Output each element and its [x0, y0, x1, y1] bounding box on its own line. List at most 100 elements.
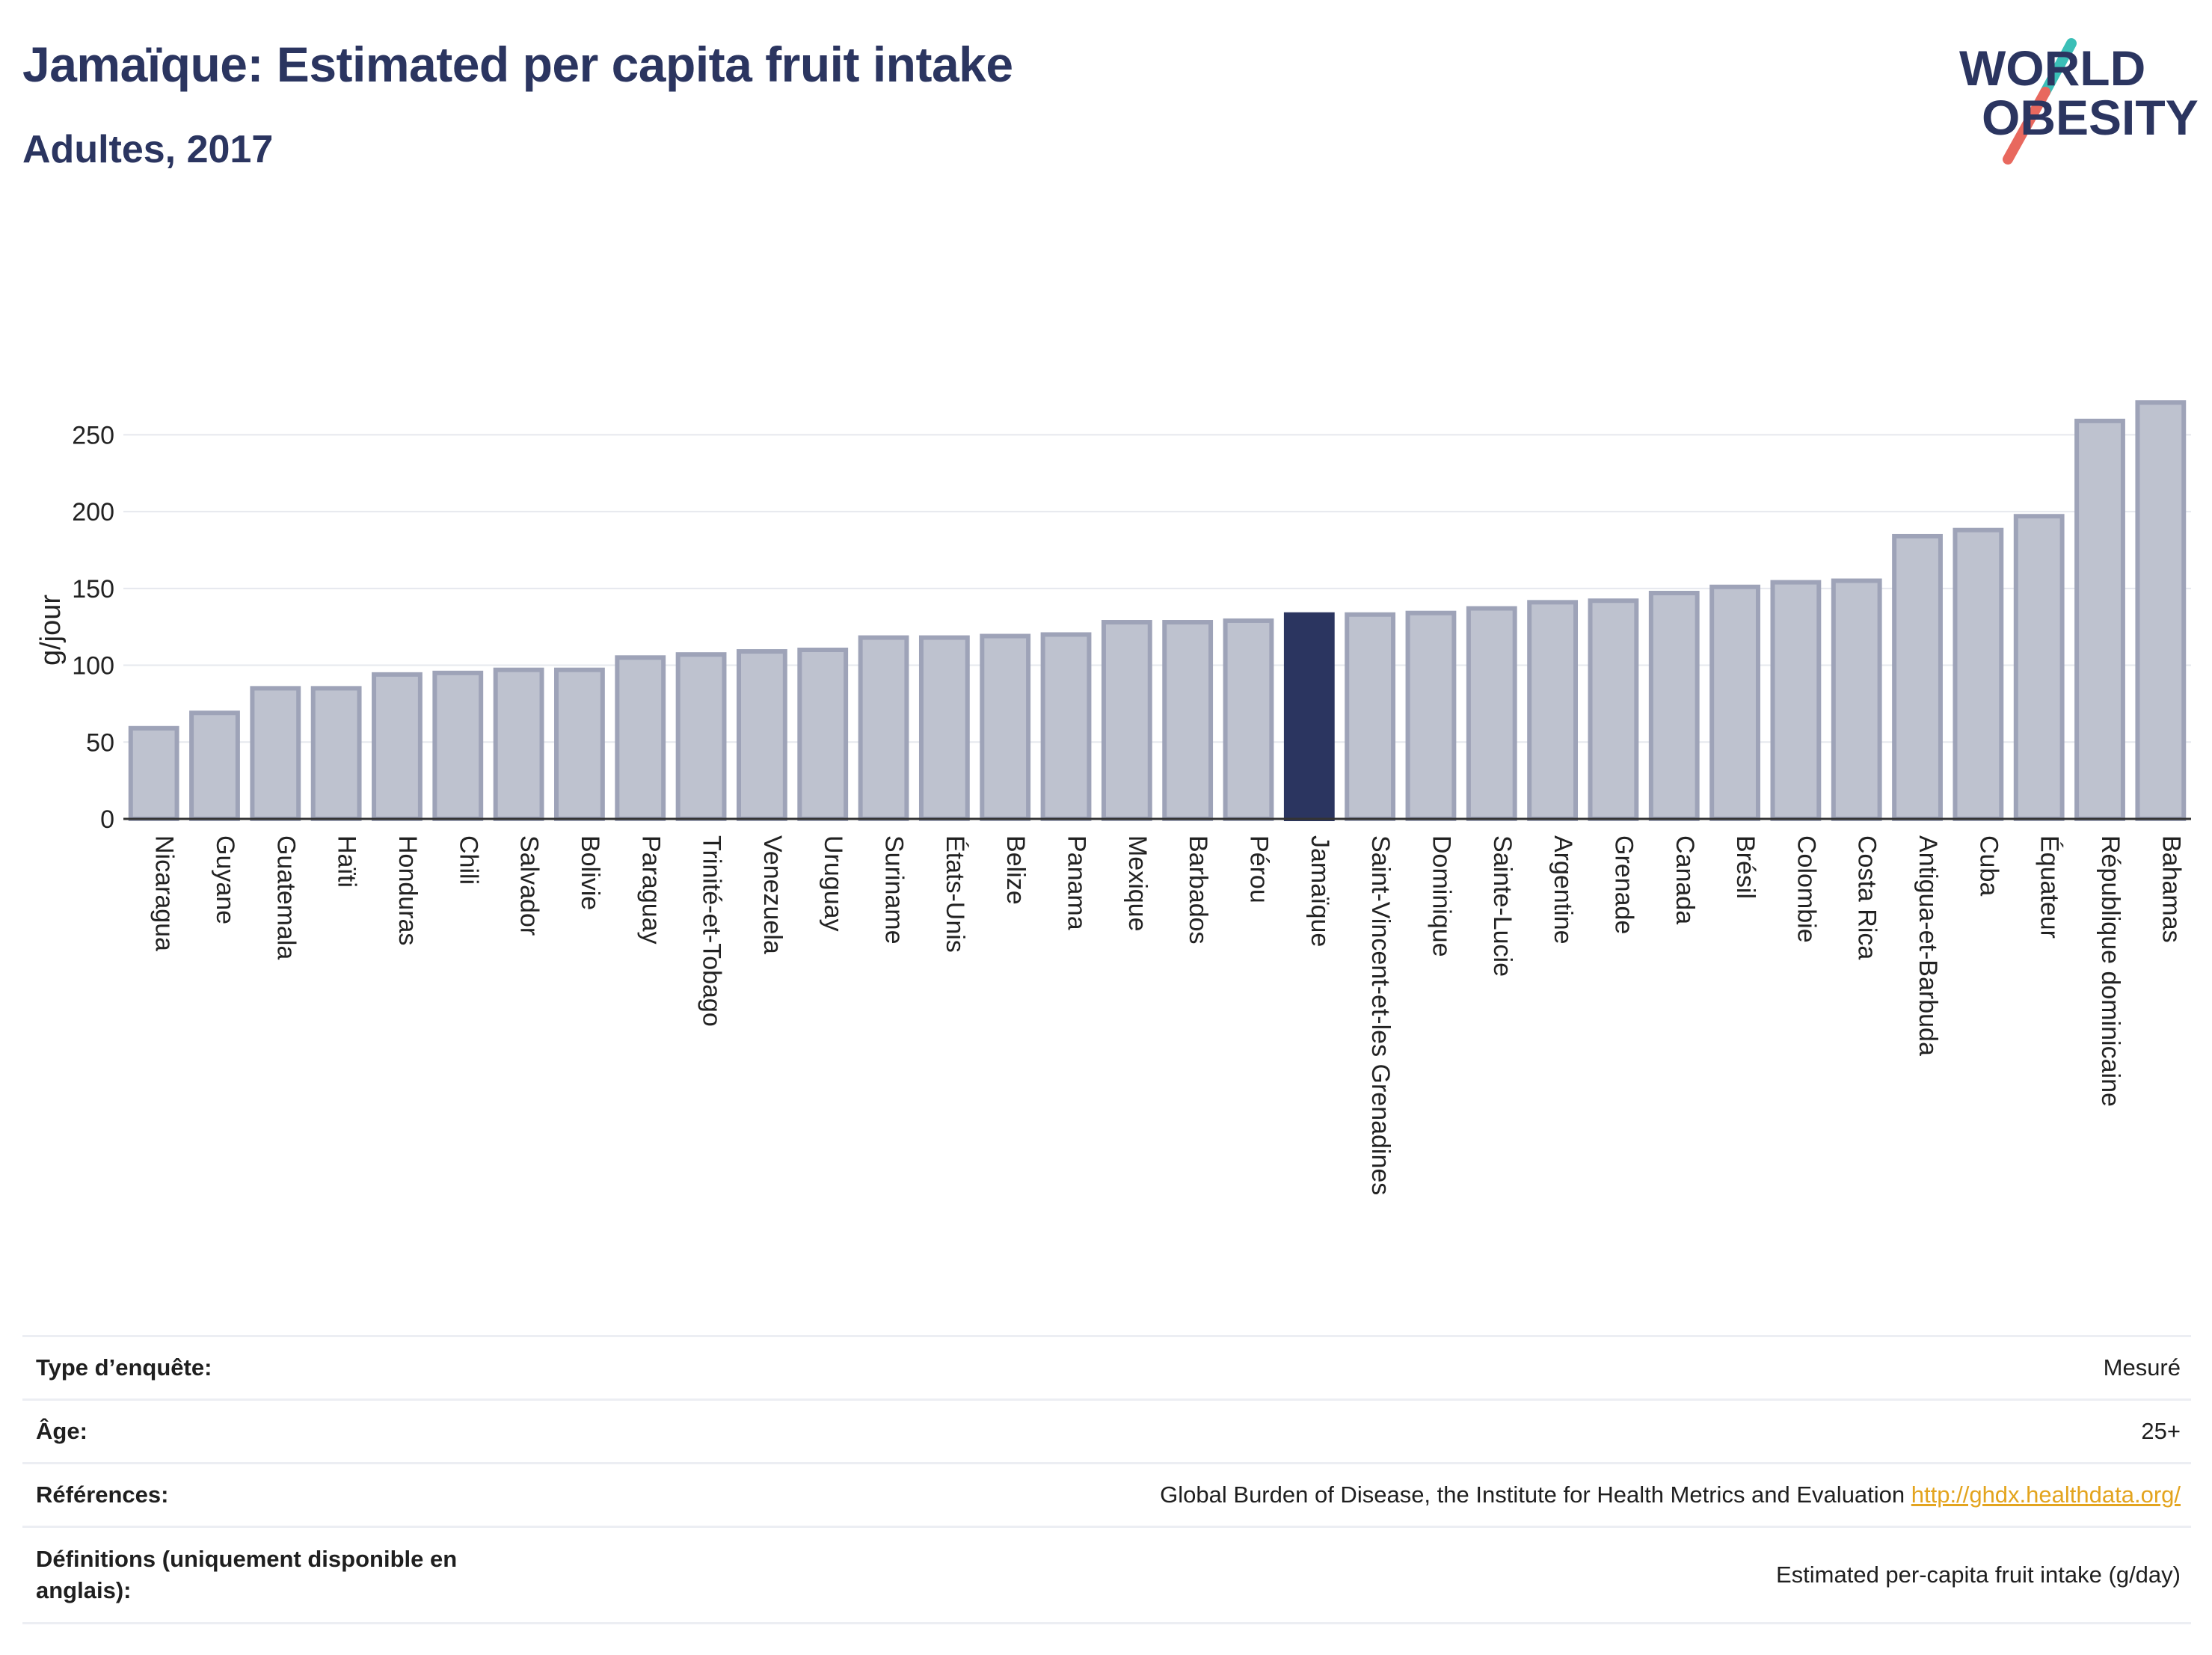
info-value: Mesuré [2104, 1354, 2191, 1381]
bar [432, 670, 484, 821]
x-category-label: Guyane [211, 835, 239, 924]
info-row: Type d’enquête: Mesuré [22, 1335, 2191, 1398]
x-category-label: Uruguay [819, 835, 847, 932]
y-tick-label: 150 [72, 575, 114, 604]
x-category-label: Antigua-et-Barbuda [1914, 835, 1942, 1056]
bar [1101, 620, 1152, 821]
x-category-label: Saint-Vincent-et-les Grenadines [1366, 835, 1395, 1195]
bar [554, 667, 605, 822]
info-value-text: Estimated per-capita fruit intake (g/day… [1775, 1562, 2181, 1588]
x-category-label: Bahamas [2157, 835, 2185, 943]
bar [128, 725, 179, 821]
x-category-label: République dominicaine [2096, 835, 2125, 1107]
x-category-label: Chili [454, 835, 482, 885]
bar [1040, 632, 1092, 821]
bars [128, 400, 2187, 822]
bar [797, 648, 849, 821]
x-category-label: Costa Rica [1853, 835, 1881, 959]
x-category-label: Jamaïque [1306, 835, 1334, 947]
x-category-label: Bolivie [576, 835, 604, 910]
y-tick-label: 200 [72, 498, 114, 526]
y-axis-title: g/jour [35, 595, 67, 666]
y-tick-label: 100 [72, 652, 114, 681]
info-row: Définitions (uniquement disponible en an… [22, 1526, 2191, 1624]
chart-title: Jamaïque: Estimated per capita fruit int… [22, 37, 1013, 92]
x-category-label: Canada [1671, 835, 1699, 924]
x-category-label: Pérou [1245, 835, 1274, 903]
x-category-label: Paraguay [636, 835, 665, 945]
bar [675, 652, 727, 821]
info-row: Âge: 25+ [22, 1398, 2191, 1462]
y-axis-ticks: 0 50 100 150 200 250 [72, 421, 114, 834]
info-key: Type d’enquête: [36, 1354, 212, 1381]
x-category-label: États-Unis [941, 835, 969, 953]
x-category-label: Mexique [1123, 835, 1152, 932]
bar [1770, 580, 1822, 821]
bar [1466, 606, 1517, 821]
bar [1709, 584, 1760, 821]
bar [1831, 578, 1882, 822]
bar [1892, 533, 1943, 821]
x-category-label: Panama [1063, 835, 1091, 930]
info-table: Type d’enquête: Mesuré Âge: 25+ Références: G… [22, 1335, 2191, 1624]
world-obesity-logo: WORLD OBESITY [1944, 21, 2199, 165]
logo-slash-icon [2003, 38, 2077, 165]
x-category-label: Barbados [1184, 835, 1212, 945]
info-value-text: Global Burden of Disease, the Institute … [1160, 1481, 1905, 1508]
logo-word-world: WORLD [1959, 40, 2146, 96]
info-value: 25+ [2141, 1418, 2191, 1445]
info-value-text: 25+ [2141, 1418, 2181, 1444]
x-category-label: Honduras [393, 835, 422, 945]
info-key: Définitions (uniquement disponible en an… [36, 1546, 458, 1603]
bar [1162, 620, 1214, 821]
x-category-label: Dominique [1427, 835, 1455, 957]
bar-chart: 0 50 100 150 200 250 Nicaragua Guyane Guatemala… [35, 400, 2191, 1195]
bar [2135, 400, 2187, 821]
info-row: Références: Global Burden of Disease, the… [22, 1462, 2191, 1526]
x-category-label: Venezuela [758, 835, 787, 954]
bar [1527, 600, 1579, 821]
x-category-label: Équateur [2036, 835, 2064, 939]
bar [2074, 418, 2125, 821]
y-tick-label: 50 [86, 728, 114, 757]
bar [1345, 612, 1396, 822]
bar [1405, 610, 1457, 821]
bar [493, 667, 544, 822]
reference-link[interactable]: http://ghdx.healthdata.org/ [1911, 1481, 2181, 1508]
x-category-label: Colombie [1792, 835, 1820, 943]
x-category-label: Nicaragua [150, 835, 179, 951]
info-key: Âge: [36, 1418, 87, 1445]
x-category-label: Belize [1001, 835, 1030, 905]
x-category-label: Cuba [1974, 835, 2003, 896]
x-category-label: Sainte-Lucie [1488, 835, 1517, 977]
bar [1648, 590, 1700, 821]
info-value-text: Mesuré [2103, 1354, 2181, 1381]
x-axis-labels: Nicaragua Guyane Guatemala Haïti Honduras Chi… [150, 835, 2186, 1195]
y-tick-label: 250 [72, 421, 114, 449]
bar [250, 686, 301, 822]
x-category-label: Suriname [880, 835, 909, 945]
bar [1223, 618, 1274, 821]
x-category-label: Argentine [1549, 835, 1577, 945]
bar-highlight [1283, 612, 1335, 822]
bar [980, 633, 1031, 821]
bar [918, 635, 970, 822]
chart-subtitle: Adultes, 2017 [22, 128, 274, 171]
bar [858, 635, 909, 822]
bar [372, 672, 423, 822]
bar [1953, 527, 2004, 821]
logo-word-obesity: OBESITY [1982, 90, 2199, 145]
x-category-label: Haïti [333, 835, 361, 888]
x-category-label: Guatemala [271, 835, 300, 959]
x-category-label: Salvador [515, 835, 544, 936]
bar [736, 649, 787, 822]
x-category-label: Trinité-et-Tobago [698, 835, 726, 1027]
x-category-label: Brésil [1731, 835, 1760, 899]
x-category-label: Grenade [1609, 835, 1638, 934]
info-key: Références: [36, 1481, 169, 1508]
info-value: Global Burden of Disease, the Institute … [1160, 1481, 2191, 1508]
bar [1588, 598, 1639, 821]
bar [189, 710, 240, 822]
y-tick-label: 0 [100, 805, 114, 834]
bar [615, 655, 666, 821]
